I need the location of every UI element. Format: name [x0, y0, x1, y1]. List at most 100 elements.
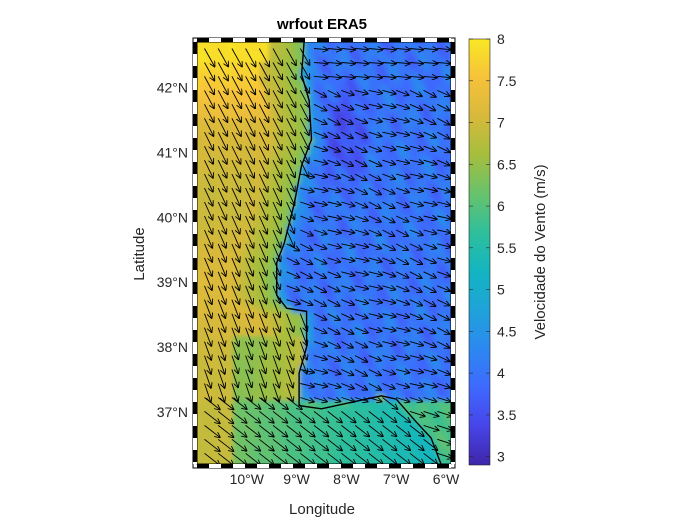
wind-speed-cell [394, 364, 400, 372]
wind-speed-cell [448, 224, 451, 232]
wind-speed-cell [223, 54, 230, 62]
wind-speed-cell [313, 148, 319, 156]
wind-speed-cell [241, 388, 248, 395]
wind-speed-cell [313, 312, 319, 319]
wind-speed-cell [228, 177, 234, 185]
wind-speed-cell [295, 294, 301, 302]
wind-speed-cell [223, 277, 230, 284]
wind-speed-cell [286, 446, 292, 454]
wind-vector [341, 76, 354, 77]
wind-speed-cell [241, 230, 248, 237]
wind-speed-cell [255, 253, 261, 261]
wind-speed-cell [291, 95, 297, 103]
wind-speed-cell [322, 42, 328, 45]
wind-speed-cell [219, 417, 225, 424]
wind-speed-cell [300, 259, 306, 267]
wind-vector [245, 383, 252, 402]
wind-speed-cell [219, 154, 225, 161]
wind-speed-cell [412, 323, 418, 331]
wind-speed-cell [340, 253, 346, 261]
wind-speed-cell [282, 358, 288, 366]
wind-speed-cell [232, 247, 239, 255]
wind-speed-cell [358, 347, 364, 354]
wind-speed-cell [264, 166, 270, 173]
wind-speed-cell [344, 282, 351, 290]
wind-speed-cell [439, 393, 445, 401]
wind-vector [382, 369, 396, 375]
wind-speed-cell [394, 154, 400, 161]
wind-speed-cell [241, 107, 248, 115]
wind-speed-cell [228, 329, 234, 337]
wind-speed-cell [255, 230, 261, 237]
wind-speed-cell [344, 277, 351, 284]
wind-speed-cell [394, 42, 400, 45]
wind-speed-cell [416, 347, 422, 354]
wind-speed-cell [434, 166, 440, 173]
wind-speed-cell [197, 54, 203, 62]
wind-speed-cell [380, 95, 387, 103]
wind-speed-cell [237, 166, 243, 173]
wind-speed-cell [300, 265, 306, 272]
wind-speed-cell [371, 458, 378, 464]
wind-speed-cell [434, 440, 440, 448]
wind-speed-cell [394, 323, 400, 331]
wind-speed-cell [425, 288, 431, 296]
wind-speed-cell [430, 253, 436, 261]
wind-speed-cell [425, 312, 431, 319]
wind-vector [423, 285, 436, 292]
wind-speed-cell [295, 119, 301, 126]
wind-speed-cell [425, 352, 431, 360]
wind-speed-cell [241, 101, 248, 109]
wind-speed-cell [403, 347, 409, 354]
wind-speed-cell [434, 136, 440, 144]
wind-speed-cell [237, 195, 243, 202]
wind-speed-cell [335, 405, 342, 413]
wind-speed-cell [251, 32, 256, 39]
wind-speed-cell [340, 312, 346, 319]
wind-speed-cell [201, 352, 207, 360]
wind-speed-cell [362, 84, 369, 91]
wind-speed-cell [286, 166, 292, 173]
wind-speed-cell [291, 43, 297, 50]
wind-speed-cell [439, 376, 445, 383]
wind-speed-cell [201, 423, 207, 430]
wind-speed-cell [425, 417, 431, 424]
wind-speed-cell [340, 113, 346, 121]
wind-speed-cell [417, 32, 422, 39]
wind-speed-cell [197, 212, 203, 220]
wind-speed-cell [439, 136, 445, 144]
wind-speed-cell [425, 317, 431, 325]
wind-vector [272, 355, 279, 374]
wind-speed-cell [358, 90, 364, 97]
wind-speed-cell [197, 446, 203, 454]
wind-speed-cell [309, 440, 315, 448]
wind-speed-cell [241, 224, 248, 232]
wind-speed-cell [394, 265, 400, 272]
wind-speed-cell [421, 323, 427, 331]
wind-speed-cell [246, 446, 252, 454]
wind-speed-cell [282, 177, 288, 185]
wind-speed-cell [358, 388, 364, 395]
wind-speed-cell [291, 49, 297, 56]
wind-vector [204, 90, 214, 108]
wind-speed-cell [295, 236, 301, 243]
wind-speed-cell [282, 72, 288, 80]
wind-speed-cell [210, 277, 216, 284]
wind-speed-cell [268, 335, 274, 343]
wind-speed-cell [385, 78, 391, 85]
wind-speed-cell [228, 66, 234, 74]
wind-speed-cell [322, 405, 328, 413]
wind-speed-cell [318, 148, 324, 156]
wind-speed-cell [394, 241, 400, 249]
wind-vector [313, 356, 327, 360]
wind-vector [368, 425, 383, 436]
wind-speed-cell [403, 393, 409, 401]
wind-speed-cell [223, 306, 230, 313]
wind-speed-cell [434, 388, 440, 395]
wind-speed-cell [197, 323, 203, 331]
wind-vector [313, 411, 328, 422]
wind-speed-cell [228, 382, 234, 389]
wind-speed-cell [318, 253, 324, 261]
wind-speed-cell [201, 335, 207, 343]
wind-speed-cell [255, 177, 261, 185]
